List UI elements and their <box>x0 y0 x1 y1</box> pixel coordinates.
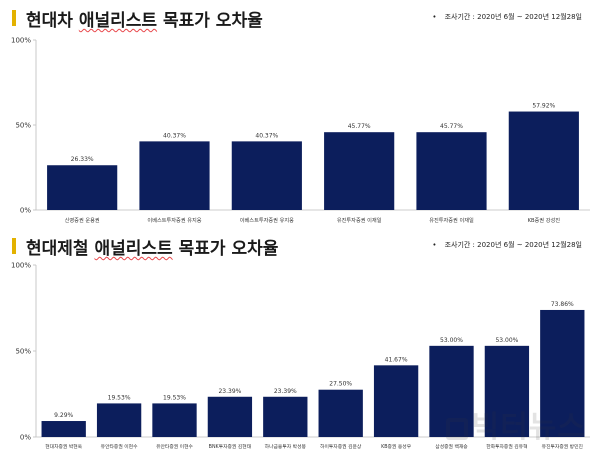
x-tick-label: 이베스트투자증권 유지웅 <box>240 216 294 224</box>
x-tick-label: 유진투자증권 이재일 <box>429 216 474 224</box>
survey-period-text: 조사기간 : 2020년 6월 ~ 2020년 12월28일 <box>444 13 582 21</box>
bar <box>47 165 118 210</box>
bullet-icon: • <box>432 13 437 21</box>
bar <box>324 132 395 210</box>
survey-period: • 조사기간 : 2020년 6월 ~ 2020년 12월28일 <box>432 12 582 22</box>
bar <box>484 345 530 437</box>
bullet-icon: • <box>432 241 437 249</box>
x-tick-label: 유진투자증권 방민진 <box>542 443 583 450</box>
x-tick-label: 유안타증권 이현수 <box>101 443 138 450</box>
chart-title: 현대제철 애널리스트 목표가 오차율 <box>26 234 278 259</box>
chart-panel-hyundai-steel: 현대제철 애널리스트 목표가 오차율 • 조사기간 : 2020년 6월 ~ 20… <box>0 228 600 458</box>
data-label: 73.86% <box>551 301 574 308</box>
y-tick-label: 50% <box>15 122 31 130</box>
x-tick-label: 하나금융투자 박성봉 <box>265 443 307 450</box>
title-accent-bar <box>12 10 16 26</box>
x-tick-label: BNK투자증권 김현태 <box>209 443 251 450</box>
data-label: 27.50% <box>329 381 352 388</box>
x-tick-label: 한화투자증권 김유혁 <box>486 443 527 450</box>
chart-title-suffix: 목표가 오차율 <box>157 11 263 31</box>
bar <box>416 132 487 210</box>
chart-title-prefix: 현대차 <box>26 11 79 31</box>
bar <box>207 396 253 437</box>
title-accent-bar <box>12 238 16 254</box>
bar <box>231 141 302 210</box>
bar <box>152 403 197 437</box>
y-tick-label: 100% <box>11 262 31 270</box>
data-label: 23.39% <box>218 388 241 395</box>
data-label: 53.00% <box>440 337 463 344</box>
data-label: 26.33% <box>71 156 94 163</box>
x-tick-label: KB증권 강성진 <box>528 216 561 224</box>
y-tick-label: 100% <box>11 37 31 45</box>
x-tick-label: 현대차증권 박현욱 <box>45 443 82 450</box>
x-tick-label: 신영증권 운용권 <box>65 216 100 224</box>
bar <box>429 345 474 437</box>
bar <box>318 389 363 437</box>
data-label: 40.37% <box>163 132 186 139</box>
bar <box>373 365 419 437</box>
watermark: 빅터뉴스 <box>445 402 586 446</box>
bar <box>96 403 142 437</box>
bar-chart-hyundai-motor: 0% 50% 100% 26.33% 신영증권 운용권 40.37% 이베스트투자증권 유지… <box>11 37 590 224</box>
y-tick-label: 50% <box>15 348 31 356</box>
data-label: 45.77% <box>348 123 371 130</box>
data-label: 19.53% <box>163 394 186 401</box>
bar <box>508 111 579 210</box>
bar <box>139 141 210 210</box>
chart-panel-hyundai-motor: 현대차 애널리스트 목표가 오차율 • 조사기간 : 2020년 6월 ~ 202… <box>0 0 600 228</box>
bar <box>41 421 86 437</box>
data-label: 23.39% <box>274 388 297 395</box>
chart-title-suffix: 목표가 오차율 <box>172 239 279 259</box>
watermark-text: 빅터뉴스 <box>471 410 586 445</box>
data-label: 41.67% <box>385 356 408 363</box>
survey-period-text: 조사기간 : 2020년 6월 ~ 2020년 12월28일 <box>444 241 582 249</box>
bar <box>540 309 585 437</box>
chart-title-underlined: 애널리스트 <box>94 239 173 259</box>
chart-title-underlined: 애널리스트 <box>78 11 158 31</box>
bar <box>263 396 308 437</box>
data-label: 57.92% <box>532 103 555 110</box>
x-tick-label: KB증권 용성우 <box>381 443 412 450</box>
chart-title-prefix: 현대제철 <box>26 239 95 259</box>
x-tick-label: 유진투자증권 이재일 <box>337 216 382 224</box>
logo-icon <box>445 418 468 440</box>
survey-period: • 조사기간 : 2020년 6월 ~ 2020년 12월28일 <box>432 240 582 250</box>
bar-chart-hyundai-steel: 0% 50% 100% 9.29% 현대차증권 박현욱 19.53% 유안타증권 이현수 19… <box>11 262 590 450</box>
chart-title: 현대차 애널리스트 목표가 오차율 <box>26 6 263 31</box>
data-label: 9.29% <box>54 412 73 419</box>
y-tick-label: 0% <box>20 207 31 215</box>
x-tick-label: 이베스트투자증권 유지웅 <box>147 216 201 224</box>
x-tick-label: 유안타증권 이현수 <box>156 443 193 450</box>
data-label: 19.53% <box>108 394 131 401</box>
data-label: 45.77% <box>440 123 463 130</box>
x-tick-label: 하이투자증권 김윤상 <box>320 443 362 450</box>
data-label: 53.00% <box>495 337 518 344</box>
x-tick-label: 삼성증권 백재승 <box>435 443 468 450</box>
y-tick-label: 0% <box>20 434 31 442</box>
data-label: 40.37% <box>255 132 278 139</box>
